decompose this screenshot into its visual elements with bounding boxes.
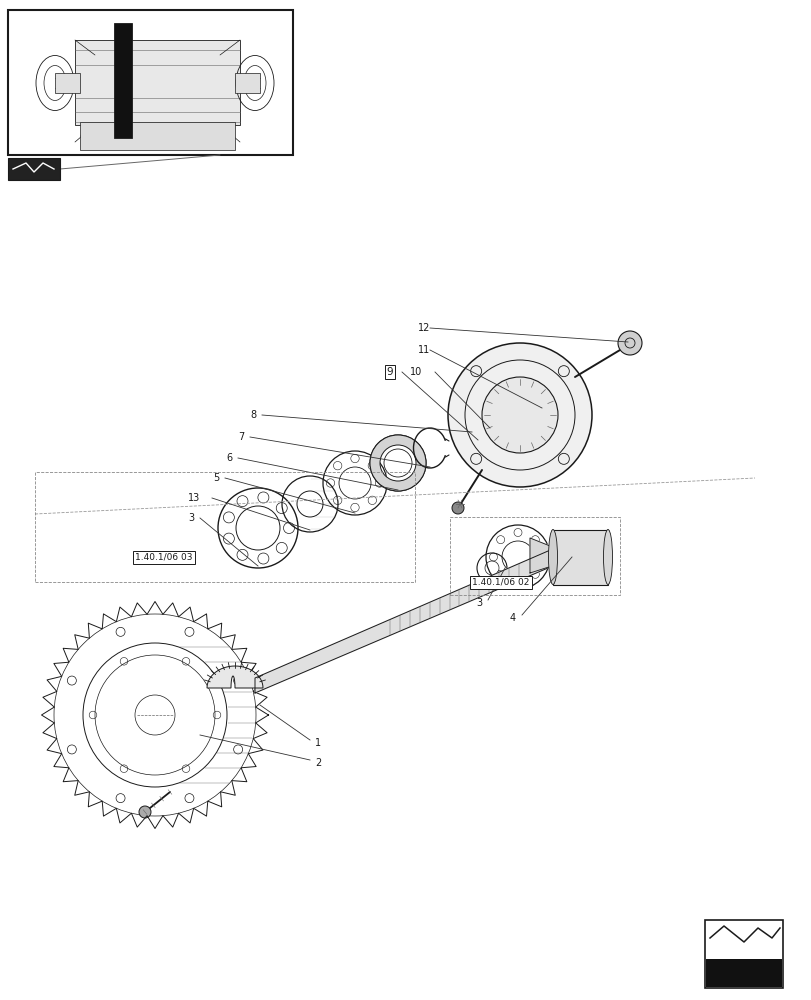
Text: 5: 5 — [212, 473, 219, 483]
Text: 1.40.1/06 02: 1.40.1/06 02 — [471, 578, 529, 587]
Bar — [705, 959, 781, 987]
Text: 7: 7 — [238, 432, 244, 442]
Bar — [80, 122, 234, 150]
Circle shape — [452, 502, 463, 514]
Text: 12: 12 — [418, 323, 430, 333]
Wedge shape — [370, 435, 426, 491]
Text: 10: 10 — [410, 367, 422, 377]
Polygon shape — [207, 666, 263, 688]
Text: 8: 8 — [250, 410, 255, 420]
Polygon shape — [530, 538, 554, 573]
Text: 6: 6 — [225, 453, 232, 463]
Circle shape — [448, 343, 591, 487]
Ellipse shape — [603, 530, 611, 584]
Text: 1: 1 — [315, 738, 320, 748]
Bar — [552, 530, 607, 584]
Bar — [704, 920, 782, 988]
Bar — [114, 23, 132, 138]
Bar — [55, 73, 80, 93]
Circle shape — [617, 331, 642, 355]
Polygon shape — [255, 548, 554, 693]
Text: 9: 9 — [386, 367, 393, 377]
Circle shape — [139, 806, 151, 818]
Bar — [449, 517, 620, 595]
Text: 3: 3 — [188, 513, 194, 523]
Text: 1.40.1/06 03: 1.40.1/06 03 — [135, 553, 192, 562]
Ellipse shape — [547, 530, 557, 584]
Text: 11: 11 — [418, 345, 430, 355]
Bar — [8, 158, 60, 180]
Text: 4: 4 — [509, 613, 516, 623]
Bar — [234, 73, 260, 93]
Bar — [75, 40, 240, 125]
Bar — [8, 10, 293, 155]
Text: 13: 13 — [188, 493, 200, 503]
Circle shape — [482, 377, 557, 453]
Text: 3: 3 — [475, 598, 482, 608]
Bar — [35, 472, 414, 582]
Text: 2: 2 — [315, 758, 321, 768]
